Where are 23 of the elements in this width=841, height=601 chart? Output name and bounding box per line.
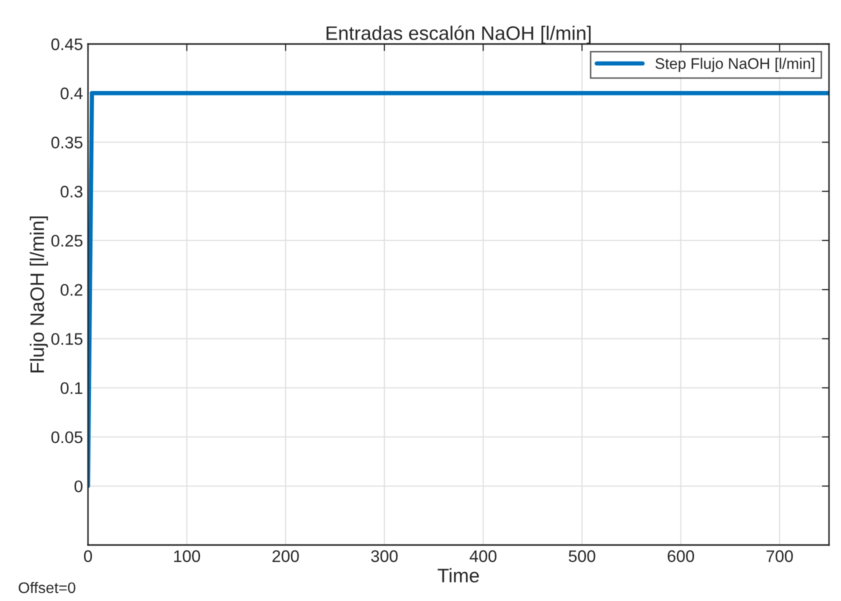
y-axis-title: Flujo NaOH [l/min] [30, 216, 48, 372]
y-tick-label: 0.2 [60, 284, 82, 296]
y-tick-label: 0.45 [51, 38, 82, 50]
y-tick-label: 0.05 [51, 431, 82, 444]
y-tick-label: 0.15 [51, 333, 82, 345]
x-tick-label: 700 [766, 550, 793, 562]
x-tick-label: 500 [568, 550, 596, 562]
x-tick-label: 200 [272, 550, 299, 562]
y-tick-label: 0.25 [51, 234, 82, 247]
x-tick-label: 300 [371, 550, 398, 562]
y-tick-label: 0.4 [60, 88, 83, 100]
x-tick-label: 400 [470, 550, 496, 562]
chart-title: Entradas escalón NaOH [l/min] [326, 26, 591, 44]
x-axis-title: Time [438, 568, 479, 582]
y-tick-label: 0.35 [51, 136, 82, 148]
y-tick-label: 0.1 [60, 382, 82, 394]
legend-label: Step Flujo NaOH [l/min] [655, 58, 814, 72]
x-tick-label: 600 [668, 550, 694, 562]
text: Offset=0 [18, 582, 76, 594]
x-tick-label: 0 [84, 550, 92, 562]
y-tick-label: 0.3 [60, 186, 82, 198]
x-tick-label: 100 [174, 550, 200, 562]
y-tick-label: 0 [74, 480, 82, 492]
